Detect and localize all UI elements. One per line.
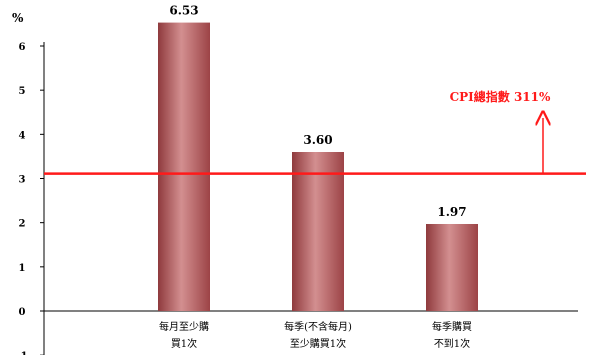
y-axis-unit: % [12, 11, 24, 25]
category-label: 每季購買 [432, 320, 472, 333]
bar [158, 22, 210, 311]
bars [158, 22, 478, 311]
bar-value-label: 3.60 [303, 133, 332, 147]
bar [292, 152, 344, 311]
bar-value-label: 1.97 [437, 205, 466, 219]
category-label: 每季(不含每月) [284, 320, 352, 333]
y-tick-label: 2 [19, 219, 26, 230]
reference-line-group: CPI總指數 311% [44, 89, 586, 175]
y-tick-label: 5 [19, 86, 26, 97]
category-label: 每月至少購 [159, 320, 209, 333]
y-tick-label: 3 [19, 175, 26, 186]
bar-value-label: 6.53 [169, 4, 198, 18]
category-label: 買1次 [171, 337, 197, 350]
reference-line-label: CPI總指數 311% [450, 89, 551, 104]
y-tick-label: -1 [16, 351, 27, 355]
y-tick-label: 0 [19, 307, 26, 318]
category-label: 不到1次 [434, 337, 470, 350]
value-labels: 6.53 3.60 1.97 [169, 4, 466, 219]
y-tick-labels: -1 0 1 2 3 4 5 6 [16, 42, 44, 355]
y-tick-label: 1 [19, 263, 26, 274]
y-tick-label: 6 [19, 42, 26, 53]
y-tick-label: 4 [19, 130, 26, 141]
category-label: 至少購買1次 [290, 337, 346, 350]
bar [426, 223, 478, 311]
